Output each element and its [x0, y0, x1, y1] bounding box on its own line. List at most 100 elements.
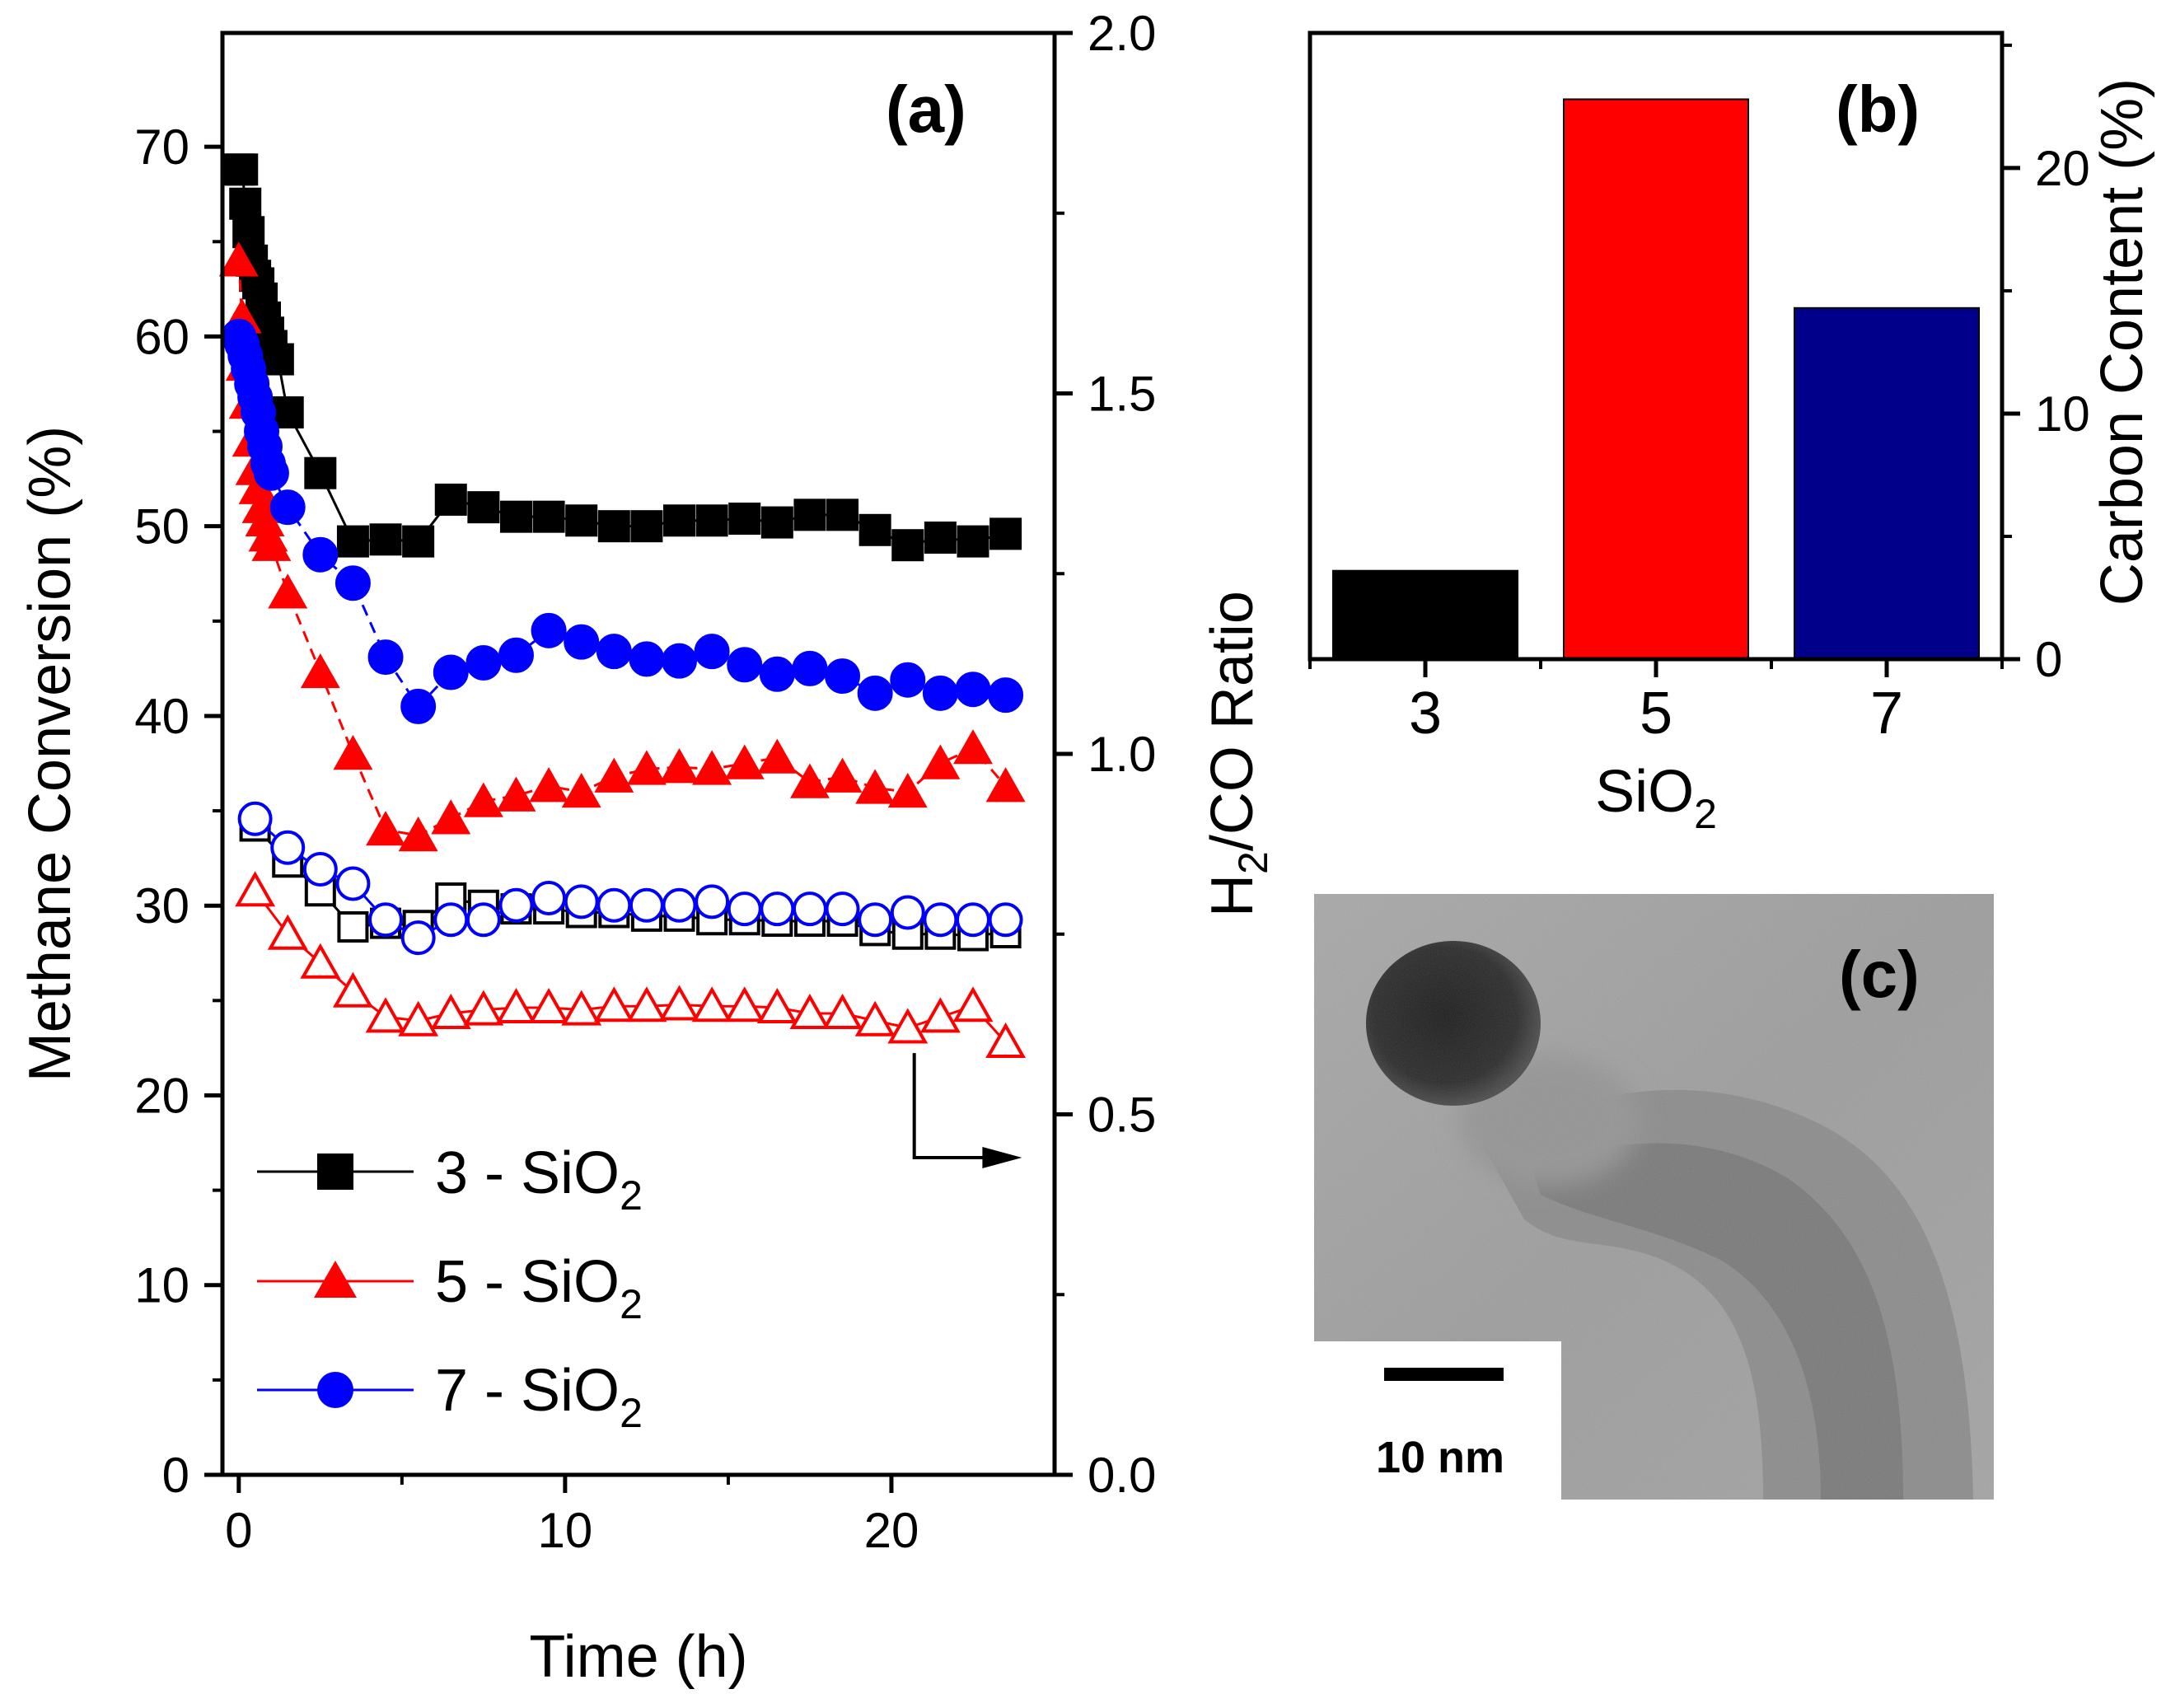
b-y-tick-label-1: 10 — [2035, 386, 2090, 442]
data-point-s2-16 — [433, 654, 469, 690]
data-point-s4-5 — [398, 1000, 439, 1036]
data-point-s5-5 — [400, 920, 436, 956]
data-point-s0-30 — [858, 513, 891, 546]
left-y-tick-label-7: 70 — [134, 119, 189, 175]
data-point-s2-14 — [367, 639, 404, 676]
data-point-s4-7 — [463, 990, 504, 1026]
data-point-s4-13 — [659, 985, 699, 1021]
data-point-s1-0 — [218, 241, 259, 277]
scale-bar — [1384, 1368, 1504, 1381]
data-point-s5-17 — [792, 891, 827, 927]
panel-b: 3 5 7 0 10 20 (b) SiO2 Carbon Content (%) — [1308, 30, 2155, 837]
panel-a-left-axis-title: Methane Conversion (%) — [17, 426, 83, 1082]
left-y-tick-label-2: 20 — [134, 1068, 189, 1123]
data-point-s1-15 — [398, 817, 438, 852]
data-point-s5-6 — [433, 902, 469, 938]
data-point-s2-30 — [890, 662, 926, 698]
data-point-s2-31 — [922, 675, 958, 711]
data-point-s5-10 — [564, 884, 599, 920]
right-y-tick-label-4: 2.0 — [1088, 6, 1156, 61]
b-x-tick-label-7: 7 — [1870, 681, 1903, 746]
data-point-s5-15 — [727, 891, 762, 927]
data-point-s2-27 — [792, 650, 828, 686]
panel-c-label: (c) — [1839, 938, 1920, 1011]
data-point-s2-17 — [465, 644, 502, 681]
left-y-tick-label-3: 30 — [134, 878, 189, 934]
annotation-arrow-line — [912, 1053, 989, 1159]
data-point-s2-29 — [857, 675, 893, 711]
data-point-s5-20 — [890, 895, 925, 930]
right-axis-title-rest: /CO Ratio — [1200, 591, 1265, 851]
right-y-tick-label-0: 0.0 — [1088, 1448, 1156, 1503]
data-point-s0-27 — [760, 506, 793, 539]
data-point-s5-7 — [465, 902, 501, 938]
data-point-s1-10 — [251, 526, 292, 561]
data-point-s0-31 — [891, 529, 924, 562]
data-point-s4-1 — [267, 914, 308, 950]
data-point-s5-22 — [955, 902, 990, 938]
right-y-tick-label-2: 1.0 — [1088, 727, 1156, 782]
data-point-s4-3 — [332, 971, 373, 1008]
legend-sub-3: 2 — [620, 1172, 643, 1219]
data-point-s4-12 — [626, 986, 667, 1022]
data-point-s1-32 — [953, 729, 993, 765]
x-tick-label-0: 0 — [225, 1503, 252, 1558]
panel-b-plot-area — [1332, 98, 1980, 661]
data-point-s1-13 — [333, 734, 373, 770]
data-point-s5-3 — [335, 866, 371, 901]
data-point-s4-14 — [691, 986, 732, 1022]
data-point-s0-19 — [499, 500, 532, 533]
data-point-s1-24 — [692, 750, 732, 785]
legend-sub-5: 2 — [620, 1281, 643, 1327]
data-point-s4-0 — [235, 871, 276, 907]
panel-a-axes: 0 10 20 0 10 20 30 40 50 60 70 0.0 0.5 1.0 1.5 2.0 — [134, 6, 1156, 1558]
data-point-s1-28 — [822, 757, 863, 793]
right-y-tick-label-3: 1.5 — [1088, 367, 1156, 422]
data-point-s0-24 — [663, 504, 696, 537]
data-point-s5-18 — [825, 891, 860, 927]
x-tick-label-1: 10 — [538, 1503, 593, 1558]
data-point-s4-4 — [365, 997, 406, 1033]
data-point-s0-34 — [989, 517, 1022, 550]
data-point-s0-16 — [402, 525, 435, 558]
data-point-s2-12 — [302, 536, 339, 573]
b-y-tick-label-0: 0 — [2035, 632, 2062, 687]
panel-a-x-axis-title: Time (h) — [529, 1624, 747, 1690]
data-point-s2-22 — [629, 641, 665, 677]
data-point-s4-8 — [496, 987, 536, 1023]
data-point-s1-21 — [594, 757, 634, 793]
legend-triangle-marker — [314, 1261, 357, 1298]
data-point-s5-8 — [498, 887, 534, 923]
data-point-s0-14 — [336, 525, 369, 558]
data-point-s5-21 — [923, 902, 958, 938]
data-point-s1-31 — [920, 744, 961, 779]
bar-7 — [1794, 307, 1980, 660]
data-point-s2-25 — [727, 647, 763, 683]
right-axis-title-sub: 2 — [1230, 851, 1276, 874]
data-point-s2-11 — [269, 489, 306, 526]
data-point-s4-23 — [985, 1022, 1027, 1058]
data-point-s0-1 — [226, 153, 259, 186]
data-point-s2-15 — [400, 688, 437, 724]
panel-b-y-axis-title: Carbon Content (%) — [2089, 78, 2155, 606]
legend-square-marker — [317, 1153, 353, 1190]
bar-5 — [1563, 98, 1749, 661]
data-point-s4-10 — [561, 990, 602, 1026]
data-point-s4-20 — [887, 1008, 929, 1044]
data-point-s5-13 — [662, 887, 697, 923]
data-point-s1-20 — [561, 773, 601, 808]
data-point-s4-17 — [789, 993, 830, 1029]
b-x-tick-label-5: 5 — [1640, 681, 1672, 746]
scale-bar-label: 10 nm — [1376, 1433, 1504, 1482]
data-point-s1-18 — [496, 776, 536, 812]
data-point-s0-33 — [957, 525, 989, 558]
data-point-s4-18 — [822, 993, 863, 1029]
panel-a-legend: 3 - SiO2 5 - SiO2 7 - SiO2 — [257, 1140, 643, 1436]
data-point-s1-17 — [463, 782, 503, 817]
data-point-s5-4 — [368, 902, 404, 938]
data-point-s1-14 — [366, 811, 405, 846]
data-point-s1-33 — [985, 767, 1026, 803]
data-point-s0-23 — [630, 510, 663, 543]
panel-a-right-axis-title: H2/CO Ratio — [1200, 591, 1276, 917]
left-y-tick-label-5: 50 — [134, 499, 189, 555]
